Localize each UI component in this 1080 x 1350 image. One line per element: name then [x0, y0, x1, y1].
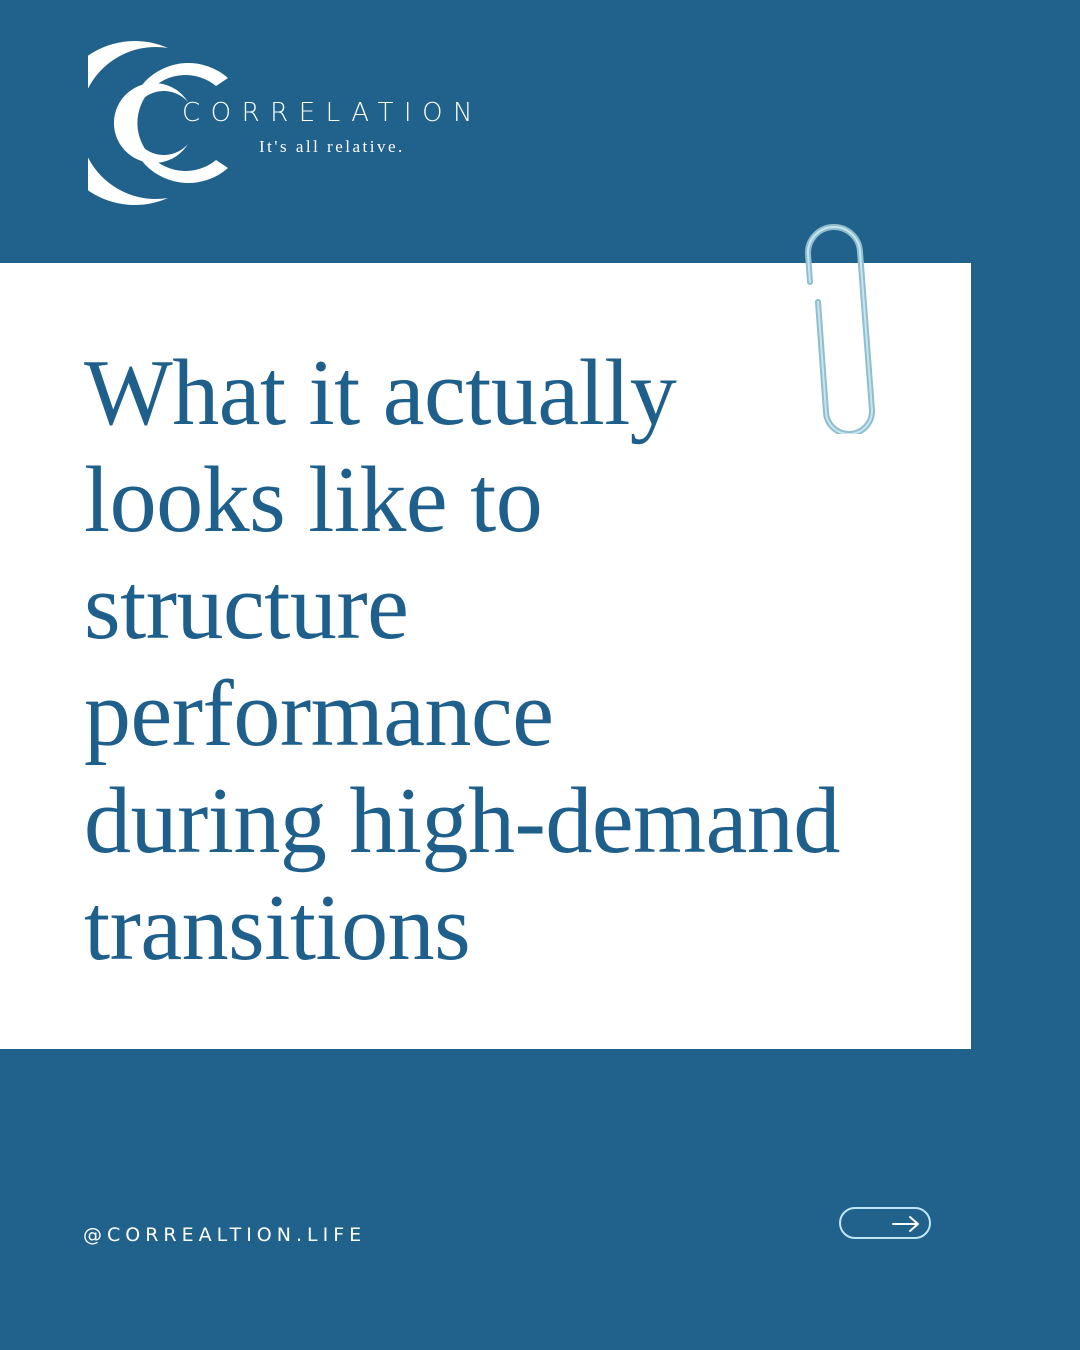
headline-line: looks like to	[84, 448, 543, 552]
headline-line: transitions	[84, 876, 471, 980]
brand-name: CORRELATION	[182, 98, 483, 128]
social-handle: @CORREALTION.LIFE	[83, 1224, 367, 1246]
logo-c-rings-icon	[88, 41, 228, 205]
headline-line: structure	[84, 555, 409, 659]
paperclip-icon	[804, 224, 876, 434]
headline-line: during high-demand	[84, 769, 840, 873]
brand-logo: CORRELATION It's all relative.	[88, 40, 498, 205]
next-button[interactable]	[839, 1207, 931, 1239]
headline-line: What it actually	[84, 341, 677, 445]
headline-card	[0, 263, 971, 1049]
headline-line: performance	[84, 662, 554, 766]
arrow-right-icon	[892, 1216, 919, 1232]
brand-tagline: It's all relative.	[259, 137, 405, 156]
headline: What it actually looks like to structure…	[84, 340, 840, 982]
